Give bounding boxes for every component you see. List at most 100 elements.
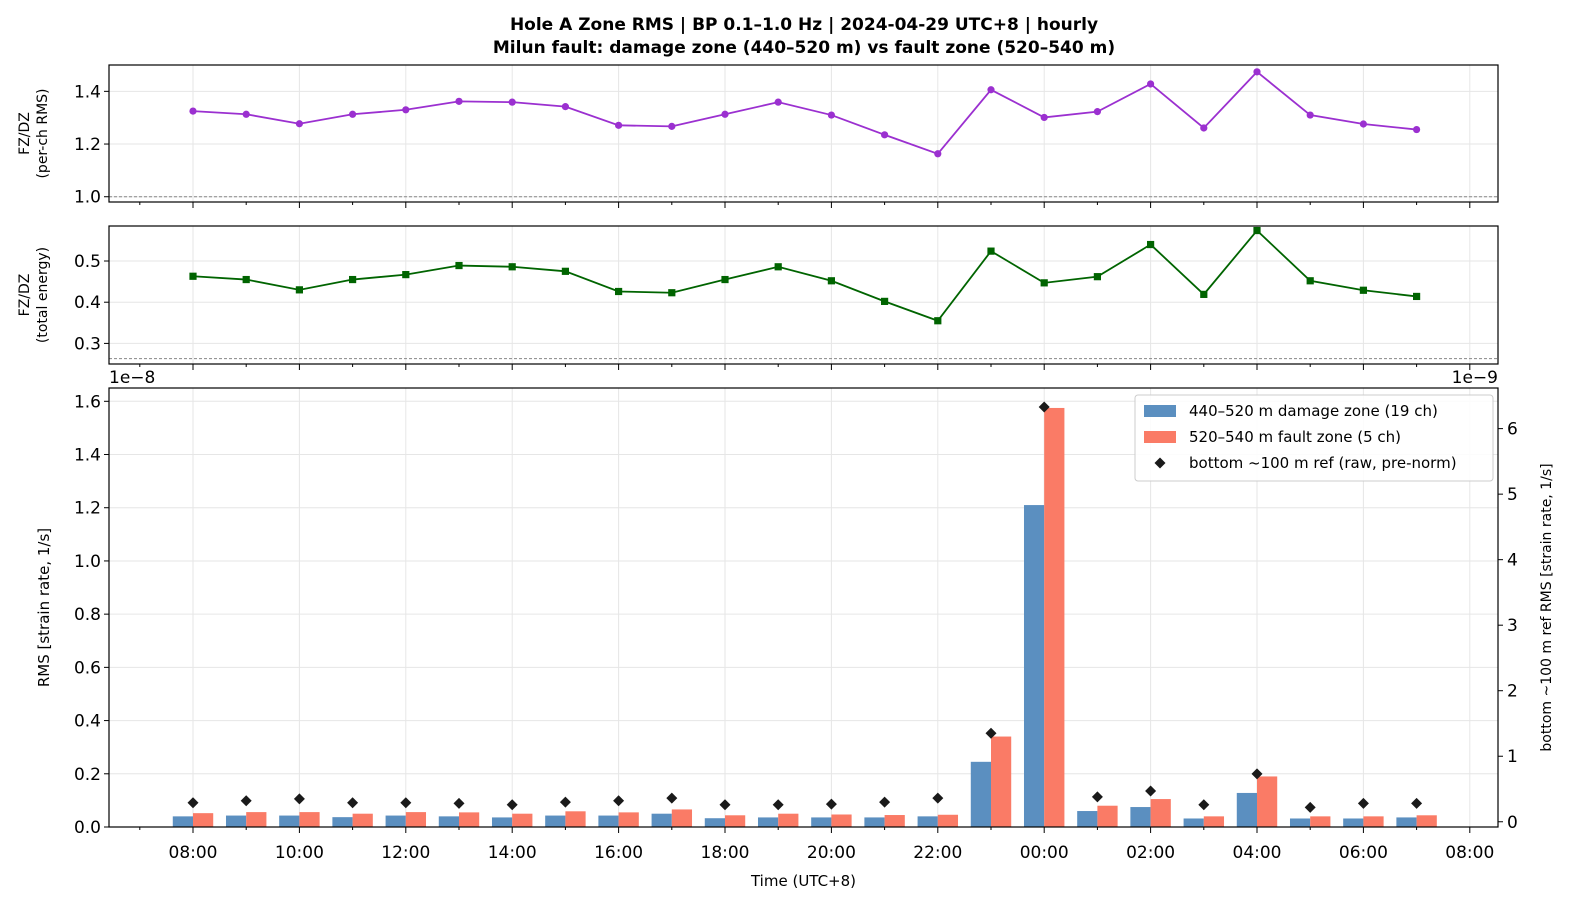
data-point	[561, 267, 569, 275]
ref-marker	[453, 797, 465, 809]
axes-frame	[108, 64, 1499, 203]
series-line	[192, 229, 1417, 322]
bar-damage-zone	[757, 817, 779, 827]
x-tick-label: 14:00	[488, 843, 537, 863]
ref-marker	[559, 796, 571, 808]
bar-fault-zone	[1203, 816, 1225, 827]
axes-frame	[108, 225, 1499, 365]
y-tick-label: 0.0	[74, 818, 101, 838]
y-axis-label: FZ/DZ	[17, 274, 33, 317]
data-point	[455, 261, 463, 270]
x-tick-label: 20:00	[807, 843, 856, 863]
data-point	[242, 110, 250, 118]
y-tick-label: 1.0	[74, 552, 101, 572]
ref-marker	[613, 795, 625, 807]
data-point	[987, 247, 995, 255]
data-point	[774, 263, 782, 271]
data-point	[668, 289, 676, 297]
bar-fault-zone	[1257, 776, 1278, 827]
y2-tick-label: 0	[1507, 813, 1518, 833]
data-point	[934, 150, 942, 158]
y-tick-label: 0.3	[74, 334, 101, 354]
figure-title-line1: Hole A Zone RMS | BP 0.1–1.0 Hz | 2024-0…	[510, 15, 1098, 35]
bar-fault-zone	[725, 815, 746, 827]
data-point	[1359, 286, 1367, 294]
y-tick-label: 0.6	[74, 658, 101, 678]
ratio-total-energy-panel: 0.3 0.4 0.5 FZ/DZ (total energy)	[17, 225, 1499, 370]
bar-fault-zone	[565, 811, 586, 827]
legend-swatch-fault-zone	[1144, 431, 1176, 443]
data-point	[189, 107, 197, 115]
y-axis-label-sub: (total energy)	[35, 247, 51, 343]
x-tick-label: 18:00	[701, 843, 750, 863]
y2-tick-label: 6	[1507, 420, 1518, 440]
data-point	[349, 110, 357, 118]
ref-marker	[719, 799, 731, 811]
ref-marker	[506, 799, 518, 811]
bar-damage-zone	[1077, 811, 1098, 827]
bar-fault-zone	[778, 813, 799, 827]
bar-damage-zone	[917, 816, 938, 827]
legend-swatch-damage-zone	[1144, 405, 1176, 417]
y-tick-label: 0.8	[74, 605, 101, 625]
ref-marker	[187, 797, 199, 809]
bar-damage-zone	[651, 813, 672, 827]
data-point	[615, 121, 623, 129]
data-point	[349, 275, 357, 284]
data-point	[615, 287, 623, 296]
legend: 440–520 m damage zone (19 ch) 520–540 m f…	[1134, 394, 1494, 482]
ref-marker	[240, 795, 252, 807]
ref-marker	[1091, 791, 1103, 803]
x-tick-label: 04:00	[1233, 843, 1282, 863]
data-point	[402, 106, 410, 114]
bar-fault-zone	[1044, 407, 1065, 827]
bar-damage-zone	[491, 817, 513, 827]
y-tick-label: 1.2	[74, 499, 101, 519]
bar-damage-zone	[332, 817, 353, 827]
data-point	[1306, 277, 1314, 285]
bar-fault-zone	[1363, 816, 1384, 827]
data-point	[774, 98, 782, 106]
bar-damage-zone	[545, 815, 566, 827]
ref-marker	[1145, 785, 1157, 797]
legend-entry: bottom ~100 m ref (raw, pre-norm)	[1189, 454, 1457, 472]
data-point	[827, 111, 836, 119]
data-point	[987, 86, 995, 94]
figure-title-line2: Milun fault: damage zone (440–520 m) vs …	[493, 38, 1115, 58]
x-tick-label: 08:00	[169, 843, 218, 863]
legend-entry: 520–540 m fault zone (5 ch)	[1189, 428, 1401, 446]
bar-fault-zone	[884, 815, 905, 827]
data-point	[1253, 68, 1261, 76]
y-tick-label: 1.6	[74, 392, 101, 412]
ref-marker	[1251, 768, 1263, 780]
ref-marker	[666, 792, 678, 804]
y2-tick-label: 2	[1507, 682, 1518, 702]
data-point	[827, 277, 835, 285]
x-tick-label: 12:00	[381, 843, 430, 863]
x-tick-label: 06:00	[1339, 843, 1388, 863]
data-point	[1413, 125, 1421, 134]
y2-tick-label: 4	[1507, 551, 1518, 571]
data-point	[508, 263, 516, 271]
legend-entry: 440–520 m damage zone (19 ch)	[1189, 402, 1438, 420]
data-point	[1200, 290, 1208, 298]
data-point	[295, 286, 303, 294]
x-axis-label: Time (UTC+8)	[750, 872, 856, 890]
y-axis-label: FZ/DZ	[17, 112, 33, 155]
bar-fault-zone	[991, 736, 1012, 827]
data-point	[1359, 120, 1367, 128]
bar-fault-zone	[618, 812, 639, 827]
bar-fault-zone	[512, 813, 533, 827]
data-point	[1093, 108, 1101, 116]
ref-marker	[1411, 797, 1423, 809]
data-point	[721, 110, 729, 118]
y-tick-label: 1.4	[74, 446, 101, 466]
y2-offset-text: 1e−9	[1452, 368, 1498, 388]
data-point	[1147, 240, 1155, 249]
data-point	[402, 271, 410, 279]
data-point	[1147, 80, 1155, 88]
ref-marker	[932, 792, 944, 804]
bar-fault-zone	[1097, 805, 1118, 827]
data-point	[881, 297, 889, 305]
